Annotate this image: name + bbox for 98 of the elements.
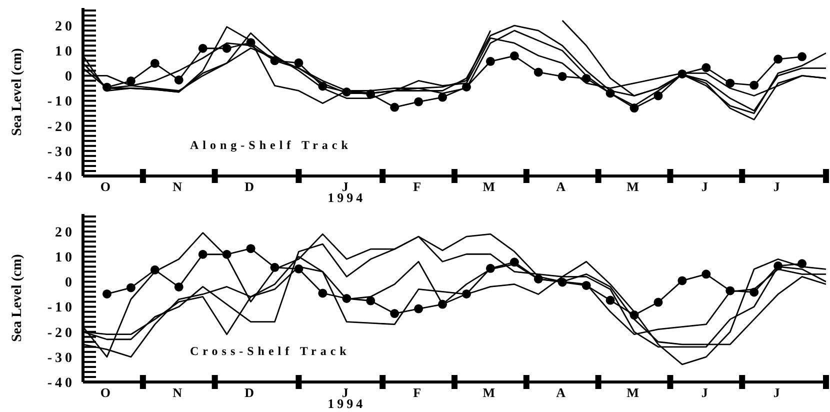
point	[750, 288, 759, 297]
point	[414, 304, 424, 314]
point	[294, 264, 304, 274]
point	[726, 286, 735, 296]
x-tick-label: J	[773, 385, 783, 400]
x-tick-label: M	[626, 385, 642, 400]
point	[342, 294, 352, 303]
y-axis-title: Sea Level (cm)	[10, 254, 25, 342]
y-tick-label: -10	[47, 94, 75, 110]
point	[126, 283, 136, 292]
point	[774, 54, 783, 64]
point	[102, 82, 112, 92]
x-tick-label: J	[701, 179, 711, 194]
point	[438, 300, 448, 309]
point	[174, 282, 184, 292]
y-tick-label: 0	[65, 276, 75, 291]
x-tick-label: D	[244, 179, 257, 194]
point	[486, 56, 495, 66]
point	[342, 88, 352, 96]
point	[654, 298, 663, 307]
x-tick-label: M	[482, 179, 498, 194]
y-tick-label: 20	[55, 20, 75, 35]
point	[150, 58, 160, 68]
point	[774, 261, 783, 270]
point	[126, 76, 136, 86]
point	[678, 69, 687, 78]
point	[318, 288, 328, 298]
point	[462, 289, 471, 298]
x-tick-label: M	[482, 385, 498, 400]
annotation: Along-Shelf Track	[190, 138, 352, 153]
x-tick-label: N	[172, 385, 186, 400]
point	[366, 296, 376, 306]
point	[702, 270, 711, 279]
x-tick-label: F	[413, 179, 424, 194]
annotation: Cross-Shelf Track	[190, 344, 350, 359]
point	[222, 250, 232, 259]
y-tick-label: -40	[47, 376, 75, 391]
point	[318, 82, 328, 91]
point	[486, 264, 495, 273]
y-tick-label: -40	[47, 170, 75, 185]
point	[798, 259, 807, 268]
point	[246, 38, 256, 48]
point	[750, 80, 759, 90]
point	[678, 276, 687, 286]
point	[630, 310, 639, 320]
point	[150, 265, 160, 274]
y-tick-label: -30	[47, 144, 75, 160]
point	[198, 250, 208, 259]
x-tick-label: J 1994	[328, 179, 366, 205]
point	[438, 92, 448, 102]
point	[222, 44, 232, 53]
point	[462, 82, 471, 92]
y-tick-label: -10	[47, 300, 75, 316]
y-axis-title: Sea Level (cm)	[10, 48, 25, 136]
point	[198, 44, 208, 53]
point	[582, 74, 591, 83]
x-tick-label: O	[100, 385, 114, 400]
point	[294, 58, 304, 68]
point	[798, 52, 807, 62]
point	[414, 97, 424, 106]
x-tick-label: F	[413, 385, 424, 400]
y-tick-label: 0	[65, 70, 75, 85]
point	[606, 88, 615, 98]
x-tick-label: J	[773, 179, 783, 194]
point	[174, 75, 184, 84]
y-tick-label: 10	[55, 250, 75, 266]
point	[558, 278, 567, 287]
x-tick-label: A	[556, 385, 569, 400]
point	[102, 289, 112, 298]
point	[534, 274, 543, 284]
point	[510, 51, 519, 60]
x-tick-label: J 1994	[328, 385, 366, 411]
x-tick-label: M	[626, 179, 642, 194]
point	[270, 262, 280, 272]
point	[654, 91, 663, 100]
y-tick-label: -20	[47, 120, 75, 135]
point	[582, 280, 591, 290]
x-tick-label: N	[172, 179, 186, 194]
point	[390, 309, 400, 318]
x-tick-label: D	[244, 385, 257, 400]
point	[606, 296, 615, 305]
point	[510, 258, 519, 267]
point	[558, 72, 567, 81]
point	[366, 90, 376, 99]
point	[534, 68, 543, 77]
point	[726, 78, 735, 88]
point	[702, 63, 711, 72]
point	[270, 56, 280, 66]
point	[630, 104, 639, 113]
x-tick-label: O	[100, 179, 114, 194]
x-tick-label: A	[556, 179, 569, 194]
y-tick-label: 20	[55, 226, 75, 241]
y-tick-label: 10	[55, 44, 75, 60]
x-tick-label: J	[701, 385, 711, 400]
point	[246, 244, 256, 254]
y-tick-label: -20	[47, 326, 75, 341]
y-tick-label: -30	[47, 350, 75, 366]
point	[390, 102, 400, 112]
